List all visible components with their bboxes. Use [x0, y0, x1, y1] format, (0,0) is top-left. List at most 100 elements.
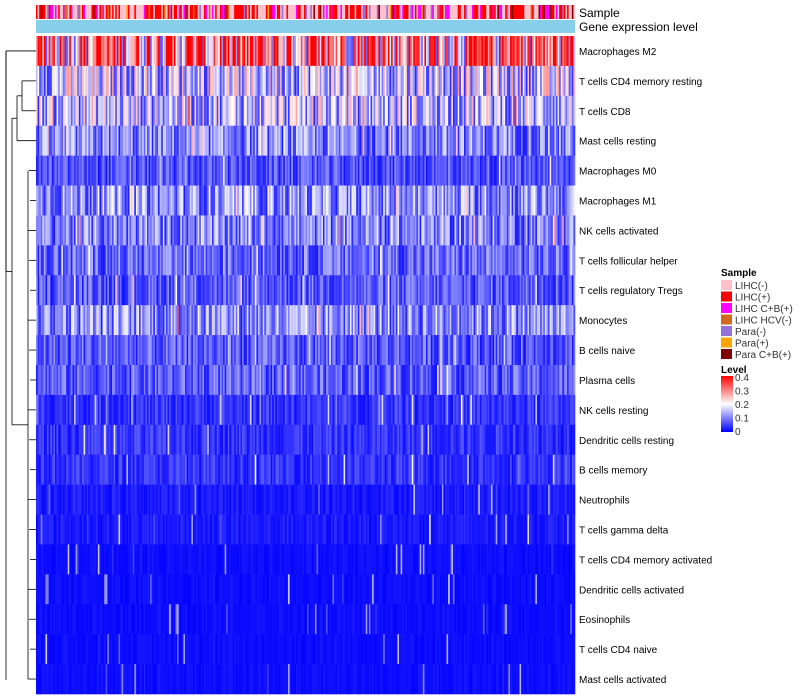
- heatmap-cell: [99, 394, 102, 426]
- heatmap-cell: [74, 245, 76, 276]
- heatmap-cell: [427, 275, 430, 306]
- sample-annotation-cell: [276, 5, 279, 19]
- heatmap-cell: [43, 36, 46, 67]
- heatmap-cell: [435, 394, 438, 426]
- heatmap-cell: [517, 65, 520, 97]
- heatmap-cell: [479, 155, 482, 186]
- heatmap-cell: [346, 245, 349, 276]
- heatmap-cell: [503, 305, 506, 336]
- heatmap-cell: [402, 125, 405, 156]
- heatmap-cell: [219, 275, 222, 306]
- heatmap-cell: [230, 424, 233, 456]
- heatmap-cell: [89, 365, 92, 396]
- heatmap-cell: [272, 215, 275, 246]
- sample-annotation-cell: [272, 5, 275, 19]
- heatmap-cell: [395, 275, 398, 306]
- heatmap-cell: [165, 275, 168, 306]
- heatmap-cell: [178, 424, 181, 456]
- heatmap-cell: [322, 305, 325, 336]
- heatmap-cell: [288, 245, 290, 276]
- heatmap-cell: [551, 36, 554, 67]
- heatmap-cell: [522, 305, 525, 336]
- heatmap-cell: [69, 125, 72, 156]
- heatmap-cell: [532, 36, 535, 67]
- heatmap-cell: [267, 185, 270, 216]
- heatmap-cell: [438, 185, 441, 216]
- heatmap-cell: [413, 65, 416, 97]
- sample-annotation-cell: [283, 5, 286, 19]
- sample-annotation-cell: [234, 5, 237, 19]
- heatmap-cell: [335, 275, 338, 306]
- heatmap-cell: [265, 95, 268, 127]
- heatmap-cell: [108, 215, 111, 246]
- heatmap-cell: [42, 95, 45, 127]
- sample-annotation-cell: [433, 5, 436, 19]
- sample-annotation-cell: [213, 5, 216, 19]
- heatmap-cell: [80, 36, 83, 67]
- heatmap-cell: [180, 394, 183, 426]
- heatmap-cell: [468, 125, 471, 156]
- heatmap-cell: [330, 335, 333, 366]
- heatmap-cell: [292, 65, 295, 97]
- heatmap-cell: [498, 155, 501, 186]
- heatmap-cell: [221, 424, 224, 456]
- heatmap-cell: [270, 275, 273, 306]
- heatmap-cell: [240, 125, 243, 156]
- heatmap-cell: [299, 155, 302, 186]
- heatmap-cell: [127, 215, 130, 246]
- heatmap-cell: [242, 155, 244, 186]
- heatmap-cell: [554, 65, 557, 97]
- heatmap-cell: [165, 36, 168, 67]
- heatmap-cell: [311, 215, 314, 246]
- heatmap-cell: [189, 335, 192, 366]
- heatmap-cell: [164, 365, 167, 396]
- heatmap-cell: [438, 36, 441, 67]
- heatmap-cell: [77, 245, 80, 276]
- heatmap-cell: [517, 95, 520, 127]
- heatmap-cell: [66, 215, 69, 246]
- heatmap-cell: [445, 65, 447, 97]
- heatmap-cell: [405, 95, 408, 127]
- heatmap-cell: [200, 394, 203, 426]
- heatmap-cell: [113, 125, 116, 156]
- heatmap-cell: [392, 185, 395, 216]
- sample-annotation-cell: [300, 5, 303, 19]
- heatmap-cell: [51, 65, 54, 97]
- heatmap-cell: [529, 365, 531, 396]
- heatmap-cell: [456, 155, 458, 186]
- sample-annotation-cell: [81, 5, 84, 19]
- heatmap-cell: [70, 305, 73, 336]
- heatmap-cell: [446, 125, 449, 156]
- heatmap-cell: [250, 185, 252, 216]
- heatmap-cell: [88, 36, 91, 67]
- heatmap-cell: [538, 365, 541, 396]
- heatmap-cell: [335, 335, 338, 366]
- heatmap-cell: [313, 305, 316, 336]
- heatmap-cell: [108, 65, 111, 97]
- heatmap-cell: [192, 95, 195, 127]
- heatmap-cell: [452, 95, 455, 127]
- sample-annotation-cell: [378, 5, 381, 19]
- sample-annotation-cell: [161, 5, 164, 19]
- heatmap-cell: [318, 365, 321, 396]
- heatmap-cell: [292, 125, 295, 156]
- heatmap-cell: [473, 215, 476, 246]
- heatmap-cell: [150, 245, 153, 276]
- heatmap-cell: [108, 365, 111, 396]
- heatmap-cell: [546, 275, 549, 306]
- heatmap-cell: [535, 365, 538, 396]
- heatmap-cell: [456, 365, 458, 396]
- heatmap-cell: [112, 125, 114, 156]
- heatmap-cell: [96, 65, 99, 97]
- heatmap-cell: [370, 125, 373, 156]
- heatmap-cell: [372, 275, 374, 306]
- heatmap-cell: [256, 125, 259, 156]
- heatmap-cell: [375, 424, 378, 456]
- heatmap-cell: [573, 305, 576, 336]
- heatmap-cell: [80, 365, 83, 396]
- sample-annotation-cell: [221, 5, 224, 19]
- sample-annotation-cell: [338, 5, 341, 19]
- heatmap-cell: [432, 185, 435, 216]
- heatmap-cell: [378, 335, 381, 366]
- heatmap-cell: [457, 394, 460, 426]
